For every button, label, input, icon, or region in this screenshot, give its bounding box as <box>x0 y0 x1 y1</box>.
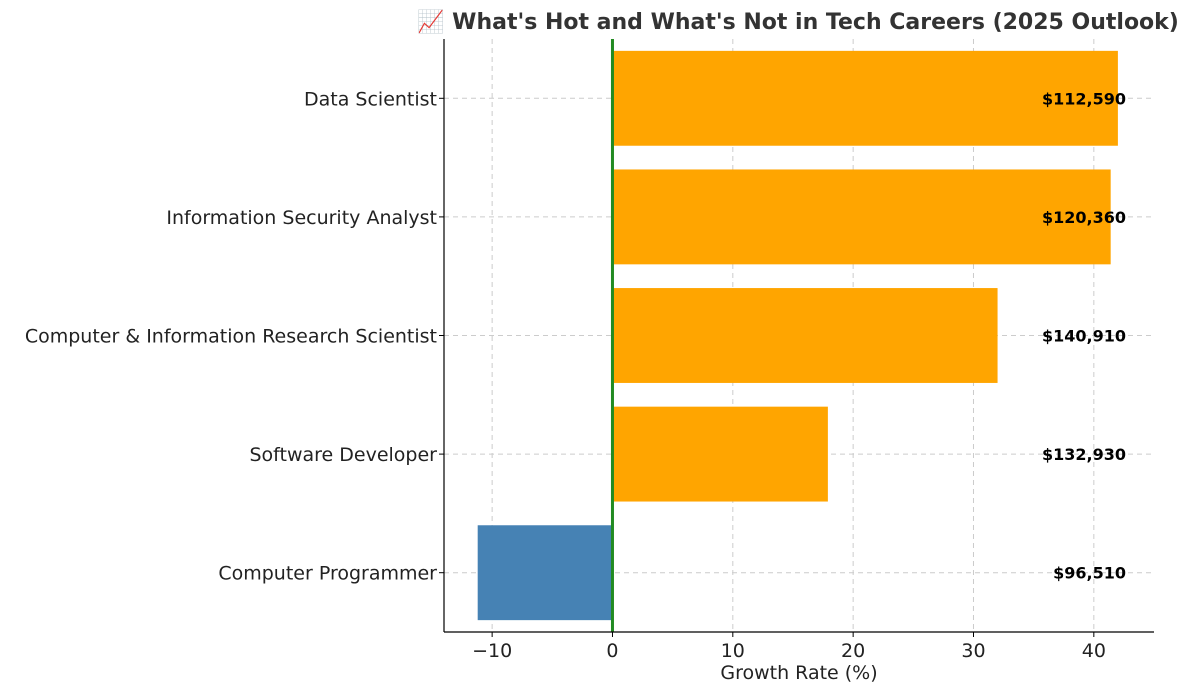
bar <box>612 288 998 383</box>
x-tick-label: 0 <box>606 640 618 662</box>
salary-label: $132,930 <box>1042 445 1126 464</box>
chart-title: 📈 What's Hot and What's Not in Tech Care… <box>417 9 1179 35</box>
y-tick-label: Software Developer <box>249 444 437 466</box>
axes <box>439 39 1154 637</box>
y-tick-label: Computer Programmer <box>218 563 437 585</box>
y-tick-label: Computer & Information Research Scientis… <box>25 326 437 348</box>
salary-label: $140,910 <box>1042 327 1126 346</box>
bar <box>612 169 1111 265</box>
salary-label: $112,590 <box>1042 89 1126 108</box>
bar <box>612 50 1118 146</box>
salary-label: $120,360 <box>1042 208 1126 227</box>
y-tick-label: Information Security Analyst <box>166 207 437 229</box>
x-tick-label: 20 <box>841 640 865 662</box>
labels: −10 0 10 20 30 40 Data Scientist Information Se… <box>25 88 1126 662</box>
bar <box>612 406 828 502</box>
y-tick-label: Data Scientist <box>304 88 437 110</box>
x-tick-label: 10 <box>721 640 745 662</box>
x-axis-label: Growth Rate (%) <box>720 662 877 684</box>
bar <box>477 525 613 621</box>
salary-label: $96,510 <box>1053 564 1126 583</box>
x-tick-label: 40 <box>1082 640 1106 662</box>
bars <box>477 50 1118 621</box>
x-tick-label: 30 <box>961 640 985 662</box>
x-tick-label: −10 <box>472 640 512 662</box>
